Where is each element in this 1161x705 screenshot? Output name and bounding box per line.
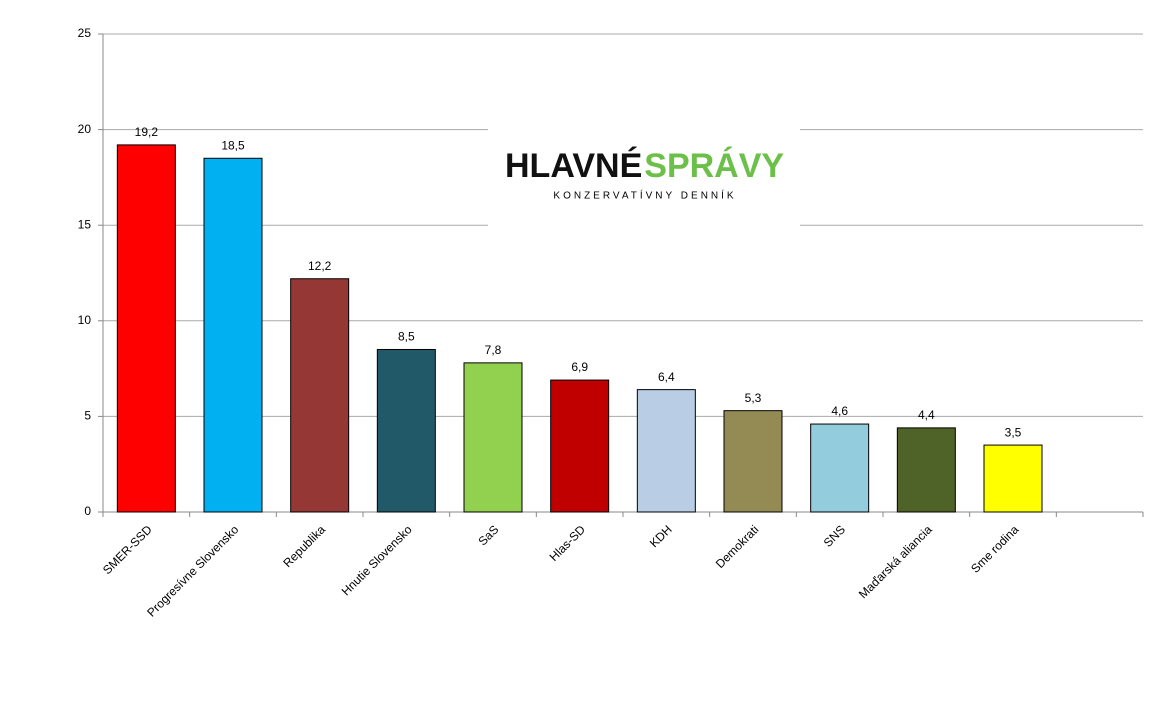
x-tick-label: SMER-SSD (100, 522, 155, 577)
logo-word: SPRÁVY (644, 147, 784, 185)
grid: 0 5 10 15 20 25 (78, 26, 1144, 518)
value-label: 4,4 (918, 408, 935, 422)
logo-box (488, 92, 800, 250)
x-tick-label: Hnutie Slovensko (339, 522, 415, 598)
bar (723, 410, 783, 513)
bar (463, 362, 523, 513)
x-tick-label: Republika (280, 522, 328, 570)
y-tick-label: 0 (84, 504, 91, 518)
x-tick-label: KDH (647, 522, 675, 550)
y-tick-label: 5 (84, 409, 91, 423)
x-tick-label: Progresívne Slovensko (144, 522, 241, 619)
x-tick-label: Sme rodina (968, 522, 1022, 576)
x-tick-label: SaS (475, 522, 501, 548)
value-label: 4,6 (831, 404, 848, 418)
value-label: 8,5 (398, 330, 415, 344)
bar (810, 423, 870, 513)
bars: SMER-SSD 19,2 Progresívne Slovensko 18,5 Rep… (100, 125, 1043, 620)
logo-text: HLAVNÉSPRÁVY (505, 147, 784, 185)
value-label: 18,5 (221, 138, 245, 152)
x-tick-label: SNS (821, 522, 848, 549)
bar (203, 157, 263, 513)
value-label: 6,9 (571, 360, 588, 374)
y-tick-label: 25 (78, 26, 92, 40)
bar (896, 427, 956, 513)
bar (116, 144, 176, 513)
bar (290, 278, 350, 513)
y-tick-label: 20 (78, 122, 92, 136)
x-tick-label: Hlas-SD (547, 522, 589, 564)
logo-word: HLAVNÉ (505, 147, 642, 185)
value-label: 7,8 (485, 343, 502, 357)
bar (550, 379, 610, 513)
value-label: 19,2 (135, 125, 159, 139)
value-label: 3,5 (1005, 425, 1022, 439)
bar (376, 348, 436, 513)
bar (636, 389, 696, 513)
x-tick-label: Maďarská aliancia (856, 522, 935, 601)
logo-tagline: KONZERVATÍVNY DENNÍK (553, 189, 736, 202)
x-tick-label: Demokrati (713, 522, 762, 571)
value-label: 6,4 (658, 370, 675, 384)
y-tick-label: 15 (78, 217, 92, 231)
value-label: 12,2 (308, 259, 332, 273)
bar (983, 444, 1043, 513)
value-label: 5,3 (745, 391, 762, 405)
y-tick-label: 10 (78, 313, 92, 327)
